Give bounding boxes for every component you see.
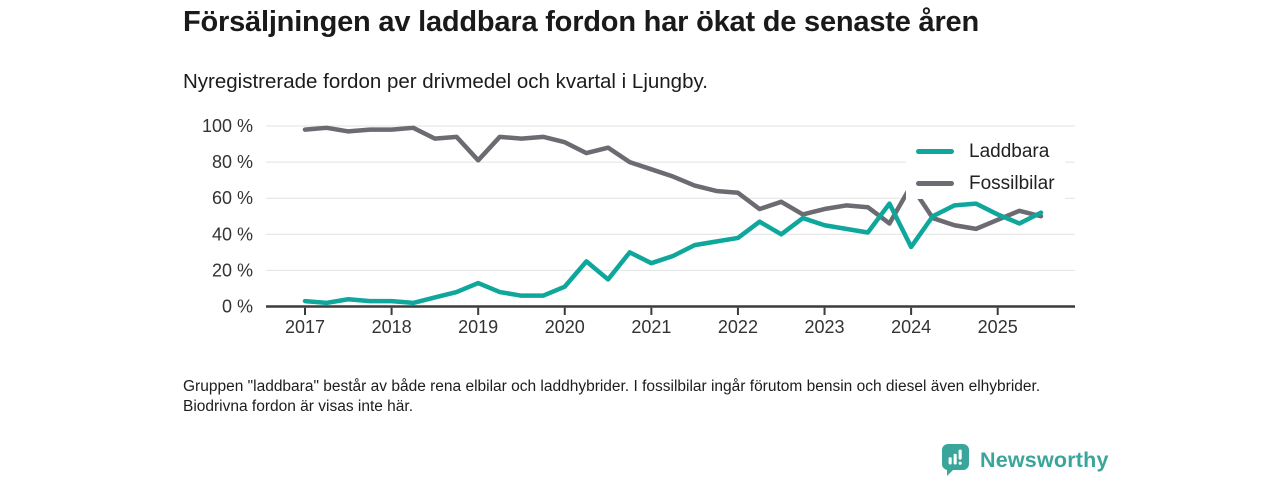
legend-swatch <box>916 149 954 154</box>
x-tick-label: 2019 <box>458 317 498 337</box>
page-title: Försäljningen av laddbara fordon har öka… <box>183 6 979 38</box>
y-tick-label: 80 % <box>212 152 253 172</box>
x-tick-label: 2020 <box>545 317 585 337</box>
x-tick-label: 2023 <box>805 317 845 337</box>
x-tick-label: 2025 <box>978 317 1018 337</box>
legend-label: Laddbara <box>969 140 1050 162</box>
y-tick-label: 60 % <box>212 188 253 208</box>
y-tick-label: 20 % <box>212 260 253 280</box>
x-tick-label: 2022 <box>718 317 758 337</box>
legend-swatch <box>916 181 954 186</box>
chart-legend: Laddbara Fossilbilar <box>906 136 1065 199</box>
x-tick-label: 2017 <box>285 317 325 337</box>
laddbara-line <box>302 201 1044 306</box>
legend-label: Fossilbilar <box>969 172 1055 194</box>
x-tick-label: 2024 <box>891 317 931 337</box>
chart-subtitle: Nyregistrerade fordon per drivmedel och … <box>183 70 708 93</box>
y-tick-label: 0 % <box>222 297 253 317</box>
newsworthy-logo-text: Newsworthy <box>980 447 1109 472</box>
newsworthy-logo-icon <box>942 444 969 476</box>
y-tick-label: 40 % <box>212 224 253 244</box>
newsworthy-logo: Newsworthy <box>941 443 1109 477</box>
y-tick-label: 100 % <box>202 116 253 136</box>
chart-footnote: Gruppen "laddbara" består av både rena e… <box>183 378 1041 416</box>
x-tick-label: 2018 <box>372 317 412 337</box>
legend-item-laddbara: Laddbara <box>916 139 1055 164</box>
x-tick-label: 2021 <box>631 317 671 337</box>
legend-item-fossilbilar: Fossilbilar <box>916 171 1055 196</box>
